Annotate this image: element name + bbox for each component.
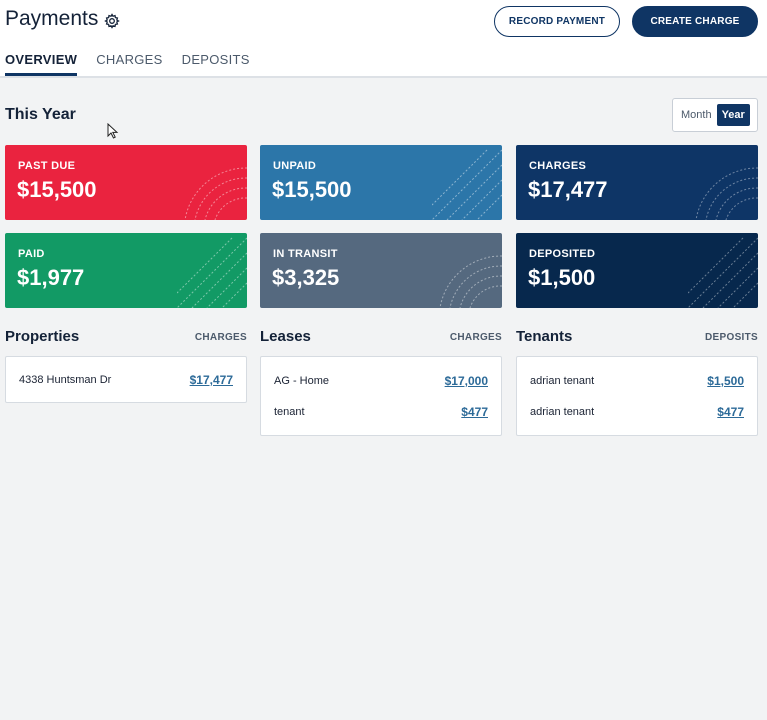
page-title-text: Payments <box>5 7 99 30</box>
lease-name: tenant <box>274 406 305 418</box>
mouse-cursor-icon <box>107 123 119 139</box>
card-pattern-icon <box>695 167 758 220</box>
in-transit-label: IN TRANSIT <box>273 248 338 260</box>
paid-card[interactable]: PAID $1,977 <box>5 233 247 308</box>
past-due-label: PAST DUE <box>18 160 76 172</box>
card-pattern-icon <box>439 255 502 308</box>
tenant-name: adrian tenant <box>530 375 595 387</box>
charges-label: CHARGES <box>529 160 587 172</box>
card-pattern-icon <box>432 149 502 220</box>
tab-bar: OVERVIEW CHARGES DEPOSITS <box>5 52 269 76</box>
tab-overview[interactable]: OVERVIEW <box>5 52 78 76</box>
tenant-amount-link[interactable]: $1,500 <box>707 374 744 388</box>
list-item: 4338 Huntsman Dr $17,477 <box>6 357 246 402</box>
paid-label: PAID <box>18 248 45 260</box>
lease-amount-link[interactable]: $477 <box>461 405 488 419</box>
tenants-title: Tenants <box>516 328 573 345</box>
unpaid-card[interactable]: UNPAID $15,500 <box>260 145 502 220</box>
list-item: AG - Home $17,000 <box>261 365 501 396</box>
properties-panel: 4338 Huntsman Dr $17,477 <box>5 356 247 403</box>
period-toggle: Month Year <box>672 98 758 132</box>
tab-deposits[interactable]: DEPOSITS <box>181 52 250 67</box>
charges-value: $17,477 <box>528 177 608 202</box>
lease-amount-link[interactable]: $17,000 <box>444 374 488 388</box>
deposited-label: DEPOSITED <box>529 248 596 260</box>
create-charge-button[interactable]: CREATE CHARGE <box>632 6 758 37</box>
year-toggle-button[interactable]: Year <box>716 104 750 126</box>
deposited-card[interactable]: DEPOSITED $1,500 <box>516 233 758 308</box>
period-title: This Year <box>5 106 76 123</box>
card-pattern-icon <box>688 237 758 308</box>
record-payment-button[interactable]: RECORD PAYMENT <box>494 6 620 37</box>
top-bar: Payments RECORD PAYMENT CREATE CHARGE OV… <box>0 0 767 78</box>
unpaid-value: $15,500 <box>272 177 352 202</box>
past-due-value: $15,500 <box>17 177 97 202</box>
lease-name: AG - Home <box>274 375 330 387</box>
card-pattern-icon <box>177 237 247 308</box>
past-due-card[interactable]: PAST DUE $15,500 <box>5 145 247 220</box>
in-transit-value: $3,325 <box>272 265 340 290</box>
page-title: Payments <box>5 7 121 31</box>
month-toggle-button[interactable]: Month <box>681 109 712 121</box>
tenants-panel: adrian tenant $1,500 adrian tenant $477 <box>516 356 758 436</box>
unpaid-label: UNPAID <box>273 160 317 172</box>
list-item: tenant $477 <box>261 396 501 427</box>
properties-tag: CHARGES <box>194 332 247 343</box>
properties-title: Properties <box>5 328 80 345</box>
deposited-value: $1,500 <box>528 265 596 290</box>
paid-value: $1,977 <box>17 265 85 290</box>
card-pattern-icon <box>184 167 247 220</box>
in-transit-card[interactable]: IN TRANSIT $3,325 <box>260 233 502 308</box>
tenants-tag: DEPOSITS <box>705 332 758 343</box>
tenant-amount-link[interactable]: $477 <box>717 405 744 419</box>
leases-title: Leases <box>260 328 311 345</box>
property-name: 4338 Huntsman Dr <box>19 374 112 386</box>
tab-charges[interactable]: CHARGES <box>96 52 163 67</box>
list-item: adrian tenant $477 <box>517 396 757 427</box>
tenant-name: adrian tenant <box>530 406 595 418</box>
leases-tag: CHARGES <box>449 332 502 343</box>
gear-icon[interactable] <box>104 11 121 29</box>
list-item: adrian tenant $1,500 <box>517 365 757 396</box>
leases-panel: AG - Home $17,000 tenant $477 <box>260 356 502 436</box>
charges-card[interactable]: CHARGES $17,477 <box>516 145 758 220</box>
property-amount-link[interactable]: $17,477 <box>189 373 233 387</box>
